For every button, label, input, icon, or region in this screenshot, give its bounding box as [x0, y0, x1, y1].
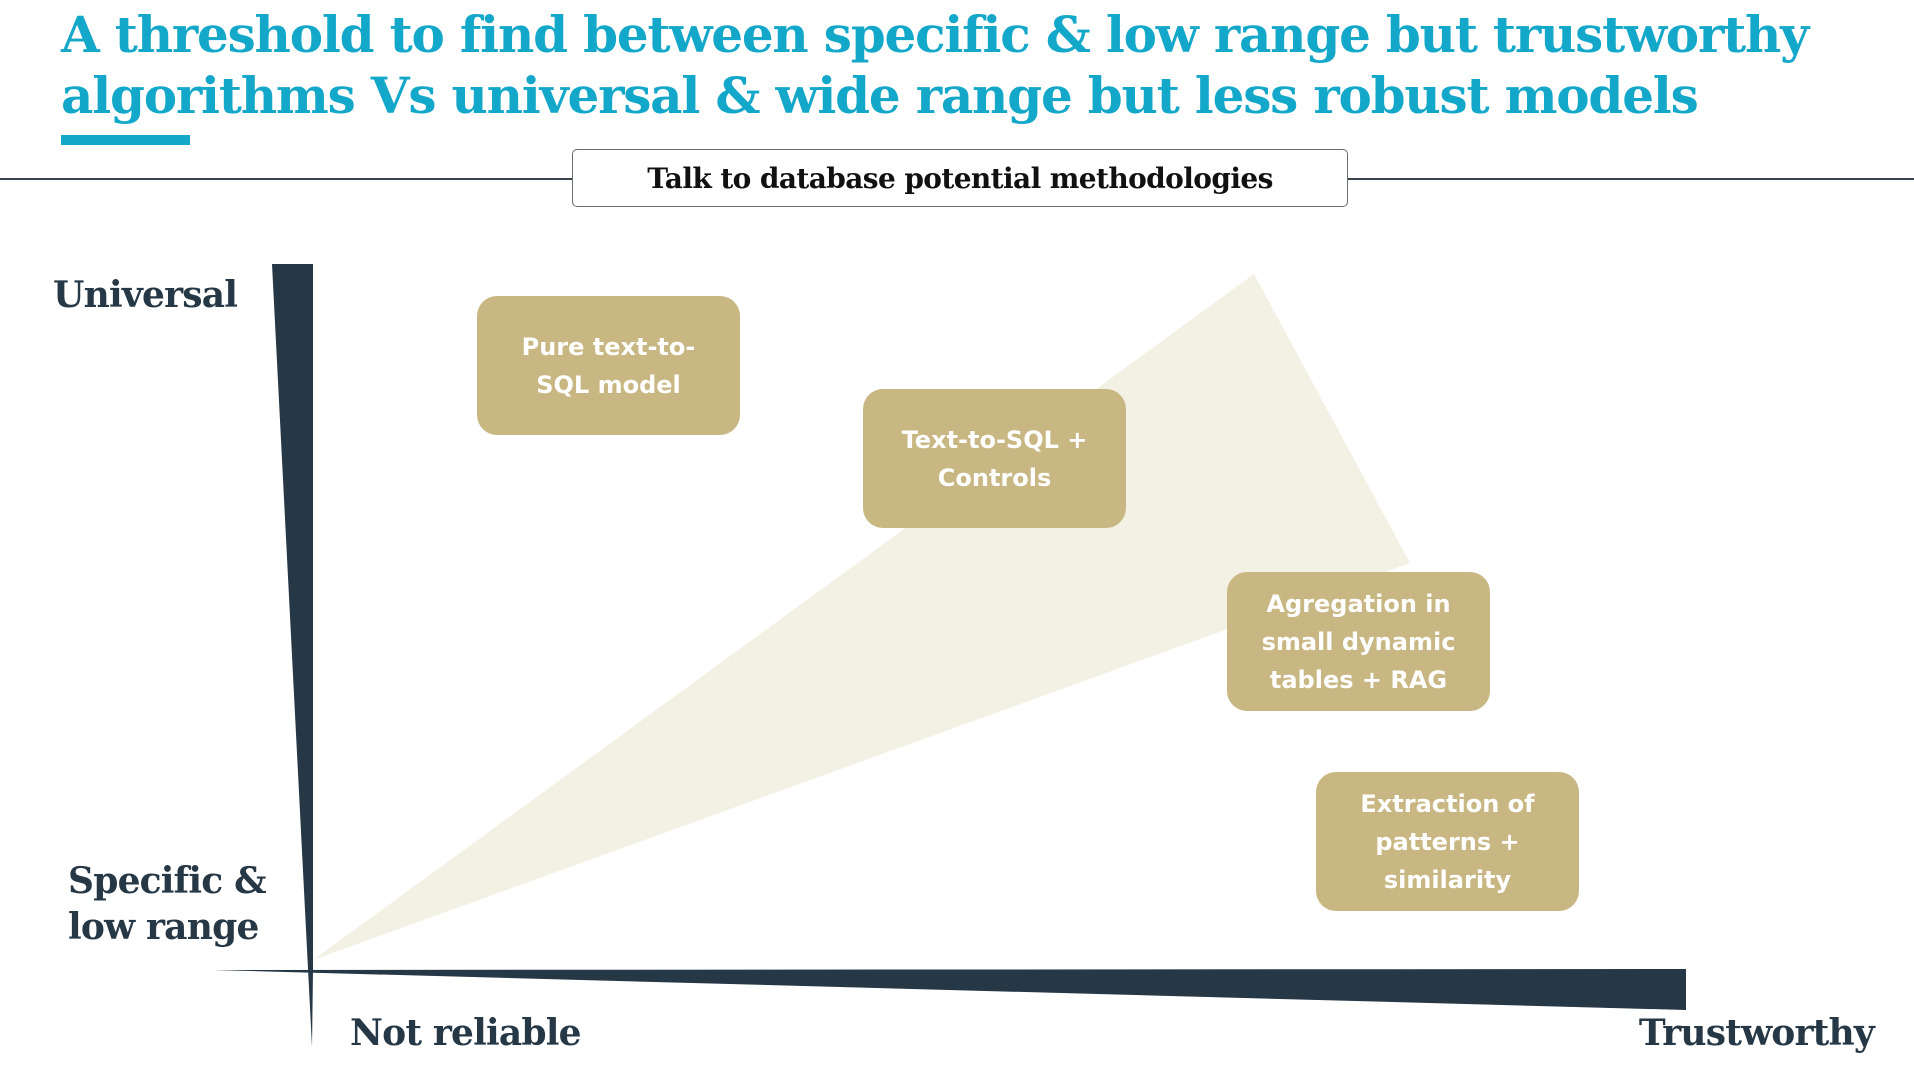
- y-axis-bottom-label: Specific & low range: [68, 860, 267, 948]
- method-label: Extraction of patterns + similarity: [1360, 789, 1535, 894]
- slide-title: A threshold to find between specific & l…: [61, 5, 1809, 125]
- method-box-text-to-sql-controls: Text-to-SQL + Controls: [863, 389, 1126, 528]
- x-axis-left-label: Not reliable: [350, 1012, 582, 1054]
- x-axis: [213, 969, 1686, 1010]
- method-label: Agregation in small dynamic tables + RAG: [1261, 589, 1456, 694]
- method-box-pure-text-to-sql: Pure text-to-SQL model: [477, 296, 740, 435]
- title-underline: [61, 135, 190, 145]
- method-box-pattern-extraction: Extraction of patterns + similarity: [1316, 772, 1579, 911]
- subtitle-box: Talk to database potential methodologies: [572, 149, 1348, 207]
- y-axis: [272, 264, 313, 1047]
- method-box-agregation-rag: Agregation in small dynamic tables + RAG: [1227, 572, 1490, 711]
- x-axis-right-label: Trustworthy: [1638, 1012, 1875, 1054]
- y-axis-top-label: Universal: [53, 274, 238, 316]
- subtitle-text: Talk to database potential methodologies: [647, 161, 1273, 195]
- method-label: Pure text-to-SQL model: [521, 332, 696, 399]
- threshold-cone: [313, 274, 1410, 960]
- method-label: Text-to-SQL + Controls: [901, 425, 1088, 492]
